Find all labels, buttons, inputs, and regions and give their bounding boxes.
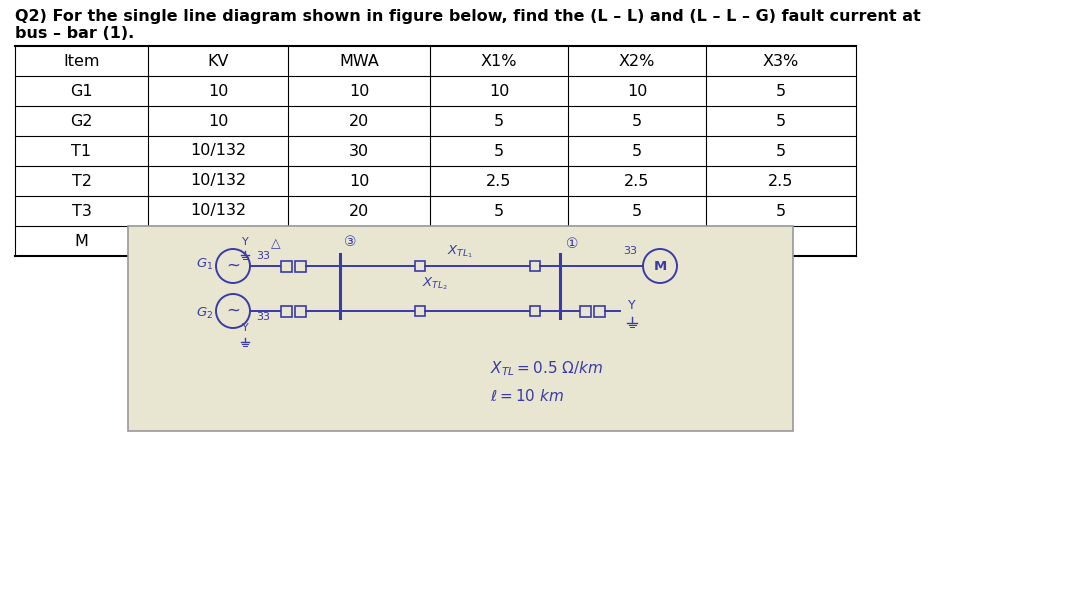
Text: bus – bar (1).: bus – bar (1). xyxy=(15,26,134,41)
Text: 10: 10 xyxy=(626,234,647,248)
Text: 10: 10 xyxy=(771,234,792,248)
Text: 5: 5 xyxy=(494,144,504,159)
Text: X1%: X1% xyxy=(481,53,517,69)
Text: 5: 5 xyxy=(775,204,786,219)
Text: ~: ~ xyxy=(226,302,240,320)
Text: KV: KV xyxy=(207,53,229,69)
Text: T3: T3 xyxy=(71,204,92,219)
Text: 5: 5 xyxy=(775,114,786,129)
Text: ①: ① xyxy=(566,237,578,251)
Text: ~: ~ xyxy=(226,257,240,275)
Text: X3%: X3% xyxy=(762,53,799,69)
Text: T1: T1 xyxy=(71,144,92,159)
Text: 10: 10 xyxy=(207,114,228,129)
Text: 5: 5 xyxy=(632,204,643,219)
Text: 10: 10 xyxy=(489,234,509,248)
Text: 30: 30 xyxy=(349,144,369,159)
Text: 20: 20 xyxy=(349,114,369,129)
Text: 10/132: 10/132 xyxy=(190,144,246,159)
Text: Item: Item xyxy=(64,53,99,69)
Text: 2.5: 2.5 xyxy=(486,174,512,189)
Text: $X_{TL} = 0.5\ \Omega/km$: $X_{TL} = 0.5\ \Omega/km$ xyxy=(490,359,604,379)
Text: Y: Y xyxy=(242,237,248,247)
Text: 10/132: 10/132 xyxy=(190,174,246,189)
Bar xyxy=(530,306,540,316)
Text: G1: G1 xyxy=(70,84,93,99)
Text: 10: 10 xyxy=(207,234,228,248)
Circle shape xyxy=(643,249,677,283)
Bar xyxy=(580,305,591,317)
Text: 5: 5 xyxy=(494,114,504,129)
Text: ③: ③ xyxy=(343,235,356,249)
Bar xyxy=(295,305,306,317)
Text: 33: 33 xyxy=(256,312,270,322)
Bar xyxy=(530,261,540,271)
Text: 5: 5 xyxy=(775,144,786,159)
Bar xyxy=(295,260,306,272)
Bar xyxy=(415,306,426,316)
Text: 10: 10 xyxy=(349,84,369,99)
Text: 30: 30 xyxy=(349,234,369,248)
Text: 2.5: 2.5 xyxy=(768,174,794,189)
Text: 10: 10 xyxy=(489,84,509,99)
Text: $X_{TL_1}$: $X_{TL_1}$ xyxy=(447,244,473,260)
Text: 33: 33 xyxy=(623,246,637,256)
Text: Q2) For the single line diagram shown in figure below, find the (L – L) and (L –: Q2) For the single line diagram shown in… xyxy=(15,9,921,24)
Text: 2.5: 2.5 xyxy=(624,174,650,189)
Bar xyxy=(415,261,426,271)
Text: 10/132: 10/132 xyxy=(190,204,246,219)
Circle shape xyxy=(216,294,249,328)
Text: M: M xyxy=(75,234,89,248)
Text: 5: 5 xyxy=(632,144,643,159)
Bar xyxy=(129,226,793,431)
Text: $G_1$: $G_1$ xyxy=(197,257,214,272)
Text: 10: 10 xyxy=(349,174,369,189)
Text: Y: Y xyxy=(242,323,248,333)
Text: M: M xyxy=(653,260,666,272)
Text: Y: Y xyxy=(629,299,636,312)
Text: $G_2$: $G_2$ xyxy=(197,305,214,320)
Bar xyxy=(15,46,856,256)
Text: 5: 5 xyxy=(775,84,786,99)
Text: X2%: X2% xyxy=(619,53,656,69)
Bar xyxy=(594,305,605,317)
Text: 5: 5 xyxy=(632,114,643,129)
Text: $\ell = 10\ km$: $\ell = 10\ km$ xyxy=(490,388,564,404)
Text: 10: 10 xyxy=(207,84,228,99)
Text: △: △ xyxy=(271,237,281,250)
Text: G2: G2 xyxy=(70,114,93,129)
Text: $X_{TL_2}$: $X_{TL_2}$ xyxy=(422,275,448,291)
Text: MWA: MWA xyxy=(339,53,379,69)
Bar xyxy=(281,305,292,317)
Text: 20: 20 xyxy=(349,204,369,219)
Circle shape xyxy=(216,249,249,283)
Text: 33: 33 xyxy=(256,251,270,261)
Bar xyxy=(281,260,292,272)
Text: T2: T2 xyxy=(71,174,92,189)
Text: 10: 10 xyxy=(626,84,647,99)
Text: 5: 5 xyxy=(494,204,504,219)
